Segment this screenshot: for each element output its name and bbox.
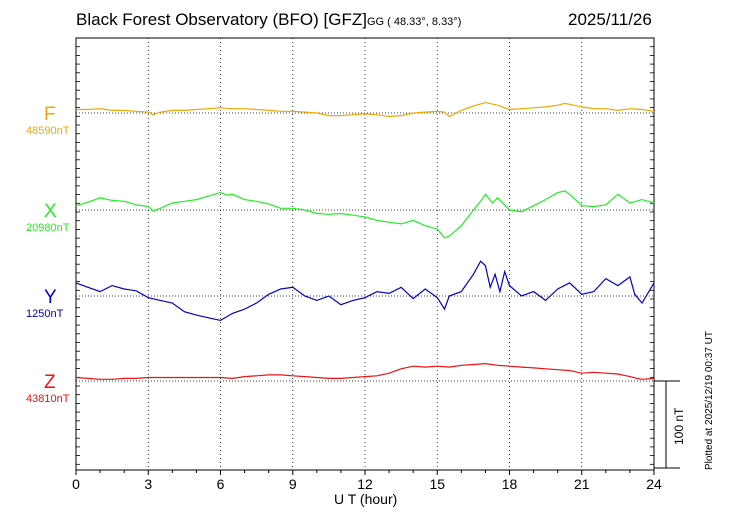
component-baseline-f: 48590nT	[26, 125, 70, 137]
series-line-y	[75, 260, 655, 322]
component-label-y: Y	[44, 287, 57, 308]
x-tick-label: 3	[144, 476, 152, 492]
series-line-x	[75, 190, 655, 239]
series-line-z	[75, 362, 655, 380]
component-baseline-x: 20980nT	[26, 222, 70, 234]
x-tick-label: 12	[357, 476, 373, 492]
x-axis-label: U T (hour)	[334, 491, 398, 507]
x-tick-label: 18	[502, 476, 518, 492]
component-label-z: Z	[44, 372, 56, 393]
component-label-f: F	[44, 104, 56, 125]
scale-bar-label: 100 nT	[672, 407, 686, 445]
component-label-x: X	[44, 201, 57, 222]
component-baseline-y: 1250nT	[26, 308, 64, 320]
institute-label: [GFZ]	[323, 10, 367, 29]
plotted-timestamp: Plotted at 2025/12/19 00:37 UT	[704, 331, 715, 470]
x-tick-label: 21	[574, 476, 590, 492]
x-tick-label: 15	[429, 476, 445, 492]
station-name: Black Forest Observatory (BFO)	[76, 10, 319, 29]
chart-title: Black Forest Observatory (BFO) [GFZ]GG (…	[76, 10, 461, 30]
x-tick-label: 9	[289, 476, 297, 492]
component-baseline-z: 43810nT	[26, 393, 70, 405]
x-tick-label: 24	[646, 476, 662, 492]
series-line-f	[76, 101, 655, 118]
chart-date: 2025/11/26	[568, 10, 652, 29]
station-coordinates: GG ( 48.33°, 8.33°)	[366, 16, 462, 28]
x-tick-label: 0	[72, 476, 80, 492]
x-tick-label: 6	[217, 476, 225, 492]
